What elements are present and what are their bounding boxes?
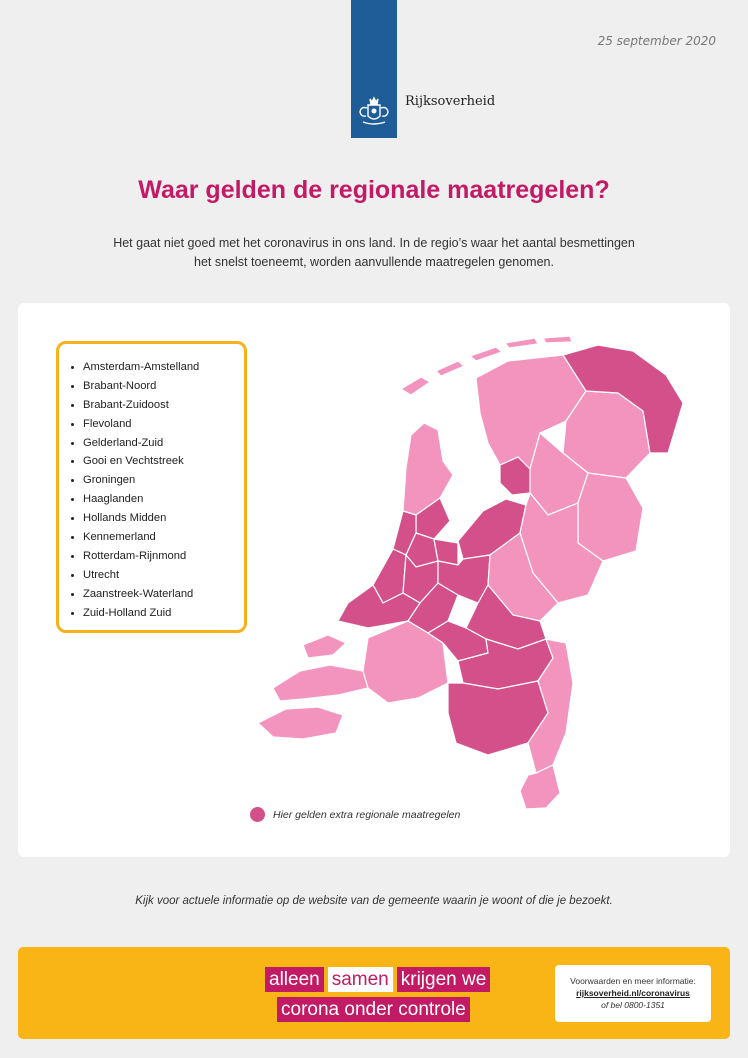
region-list-item: Gelderland-Zuid [69,434,244,453]
logo-text: Rijksoverheid [405,94,496,109]
footnote: Kijk voor actuele informatie op de websi… [135,895,613,907]
campaign-banner: alleen samen krijgen we corona onder con… [18,947,730,1039]
map-region-zeeland-beveland [272,664,369,702]
map-region-zeeland-north [302,634,348,659]
map-region-west-brabant [362,620,449,704]
map-region-noord-holland-noord [402,422,454,516]
region-list-item: Zuid-Holland Zuid [69,604,244,623]
region-list-item: Flevoland [69,415,244,434]
region-list-item: Groningen [69,471,244,490]
intro-text: Het gaat niet goed met het coronavirus i… [113,236,635,269]
slogan-line-2: corona onder controle [277,997,470,1022]
region-list-item: Zaanstreek-Waterland [69,585,244,604]
map-panel: Amsterdam-Amstelland Brabant-Noord Brabant… [18,303,730,857]
slogan-corona-onder-controle: corona onder controle [277,997,470,1022]
region-list-item: Haaglanden [69,490,244,509]
map-wadden-islands [399,335,573,396]
map-region-zeeuws-vlaanderen [256,706,344,740]
region-list-box: Amsterdam-Amstelland Brabant-Noord Brabant… [56,341,247,633]
region-list-item: Utrecht [69,566,244,585]
region-list-item: Brabant-Noord [69,377,244,396]
slogan-word-alleen: alleen [265,967,324,992]
legend-swatch [250,807,265,822]
region-list-item: Gooi en Vechtstreek [69,452,244,471]
region-list-item: Brabant-Zuidoost [69,396,244,415]
region-list-item: Hollands Midden [69,509,244,528]
map-region-groningen [562,344,684,454]
slogan-word-samen: samen [327,967,393,992]
slogan-line-1: alleen samen krijgen we [265,967,491,992]
region-list: Amsterdam-Amstelland Brabant-Noord Brabant… [69,358,244,622]
info-link[interactable]: rijksoverheid.nl/coronavirus [576,988,690,998]
legend-label: Hier gelden extra regionale maatregelen [273,808,461,821]
region-list-item: Rotterdam-Rijnmond [69,547,244,566]
map-region-limburg-zuid [519,764,561,810]
coat-of-arms-icon [359,96,389,125]
region-list-item: Amsterdam-Amstelland [69,358,244,377]
info-phone: of bel 0800-1351 [601,1000,665,1010]
map-region-limburg-noord [527,638,574,774]
page-title: Waar gelden de regionale maatregelen? [138,176,610,204]
info-label: Voorwaarden en meer informatie: [570,976,696,986]
map-legend: Hier gelden extra regionale maatregelen [250,807,460,822]
info-box: Voorwaarden en meer informatie: rijksove… [555,965,711,1022]
publication-date: 25 september 2020 [597,34,716,48]
map-region-twente [577,472,644,562]
logo-bar [351,0,397,138]
netherlands-map [256,335,684,810]
region-list-item: Kennemerland [69,528,244,547]
slogan-word-krijgen-we: krijgen we [396,967,491,992]
